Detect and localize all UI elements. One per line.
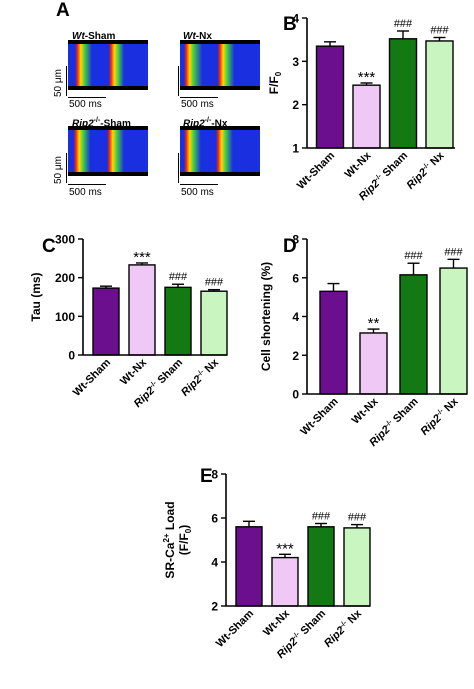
y-tick-label: 3 — [292, 55, 299, 69]
scale-bar-y-3 — [66, 153, 67, 183]
scale-bar-x-1 — [68, 97, 106, 98]
bar — [271, 556, 299, 607]
category-label: Rip2-/- Nx — [418, 395, 461, 438]
scan-image-wt-sham — [68, 40, 148, 90]
significance-label: *** — [358, 69, 376, 86]
significance-label: ### — [404, 250, 423, 262]
significance-label: *** — [276, 540, 294, 557]
y-axis-label: Tau (ms) — [29, 272, 43, 321]
bar — [399, 274, 428, 395]
y-tick-label: 200 — [55, 271, 75, 285]
scan-title-4: Rip2-/--Nx — [183, 117, 228, 130]
y-tick-label: 4 — [292, 310, 299, 324]
scan-image-rip2-nx — [180, 126, 260, 176]
scale-bar-x-3 — [68, 184, 106, 185]
scale-label-x-3: 500 ms — [69, 187, 102, 198]
scan-image-rip2-sham — [68, 126, 148, 176]
y-tick-label: 2 — [292, 349, 299, 363]
category-label: Wt-Sham — [298, 395, 340, 437]
chart-panel-d: D 0 2 4 6 8 Cell shortening (%) Wt-Sham ** Wt-Nx #… — [259, 233, 468, 449]
category-label: Wt-Nx — [343, 149, 375, 181]
y-tick-label: 2 — [292, 98, 299, 112]
bar — [164, 286, 192, 356]
panel-letter-e: E — [200, 466, 213, 487]
category-label: Wt-Sham — [295, 149, 337, 191]
scale-bar-y-2 — [178, 66, 179, 96]
chart-panel-c: C 0 100 200 300 Tau (ms) Wt-Sham *** Wt-Nx ### Rip… — [29, 233, 228, 410]
y-tick-label: 8 — [292, 233, 299, 247]
bar — [200, 290, 228, 356]
scale-bar-x-4 — [180, 184, 218, 185]
bar — [343, 527, 371, 607]
y-tick-label: 8 — [211, 468, 218, 482]
y-tick-label: 4 — [211, 556, 218, 570]
panel-letter-d: D — [283, 236, 297, 257]
bar — [352, 84, 381, 149]
y-tick-label: 0 — [292, 388, 299, 402]
y-axis-label: F/F0 — [267, 71, 283, 94]
category-label: Rip2-/- Nx — [179, 356, 222, 399]
significance-label: ** — [368, 315, 380, 332]
significance-label: ### — [312, 511, 331, 523]
bar — [128, 264, 156, 356]
y-tick-label: 100 — [55, 310, 75, 324]
significance-label: ### — [205, 277, 224, 289]
bar — [307, 526, 335, 607]
scale-bar-x-2 — [180, 97, 218, 98]
panel-letter-c: C — [42, 236, 56, 257]
y-tick-label: 300 — [55, 233, 75, 247]
panel-a-letter: A — [56, 0, 70, 21]
y-tick-label: 6 — [211, 512, 218, 526]
y-tick-label: 4 — [292, 12, 299, 26]
scale-label-x-2: 500 ms — [181, 99, 214, 110]
scan-title-1: Wt-Sham — [72, 31, 116, 42]
bar — [359, 332, 388, 395]
bar — [319, 290, 348, 395]
scale-bar-y-4 — [178, 153, 179, 183]
y-tick-label: 1 — [292, 142, 299, 156]
y-tick-label: 0 — [68, 349, 75, 363]
scan-title-2: Wt-Nx — [183, 31, 212, 42]
scale-bar-y-1 — [66, 66, 67, 96]
significance-label: ### — [169, 271, 188, 283]
y-axis-label: Cell shortening (%) — [259, 262, 273, 371]
y-axis-label-line2: (F/F0) — [177, 525, 193, 555]
bar — [92, 287, 120, 356]
significance-label: *** — [133, 249, 151, 266]
significance-label: ### — [430, 25, 449, 37]
category-label: Wt-Sham — [71, 356, 113, 398]
scale-label-x-4: 500 ms — [181, 187, 214, 198]
bar — [388, 38, 418, 149]
category-label: Rip2-/- Nx — [322, 607, 365, 650]
category-label: Wt-Nx — [261, 607, 293, 639]
category-label: Rip2-/- Nx — [404, 149, 447, 192]
category-label: Wt-Nx — [118, 356, 150, 388]
significance-label: ### — [348, 512, 367, 524]
y-tick-label: 2 — [211, 600, 218, 614]
scan-title-3: Rip2-/--Sham — [72, 117, 131, 130]
bar — [425, 40, 454, 149]
category-label: Wt-Sham — [214, 607, 256, 649]
chart-panel-e: E 2 4 6 8 SR-Ca2+ Load(F/F0) Wt-Sham *** Wt-Nx ##… — [162, 466, 371, 661]
bar — [235, 526, 263, 607]
scale-label-x-1: 500 ms — [69, 99, 102, 110]
y-tick-label: 6 — [292, 271, 299, 285]
scan-image-wt-nx — [180, 40, 260, 90]
category-label: Wt-Nx — [350, 395, 382, 427]
significance-label: ### — [394, 18, 413, 30]
bar — [315, 45, 345, 149]
y-axis-label: SR-Ca2+ Load — [162, 501, 177, 578]
panel-letter-b: B — [283, 14, 297, 35]
bar — [439, 267, 468, 395]
significance-label: ### — [444, 246, 463, 258]
